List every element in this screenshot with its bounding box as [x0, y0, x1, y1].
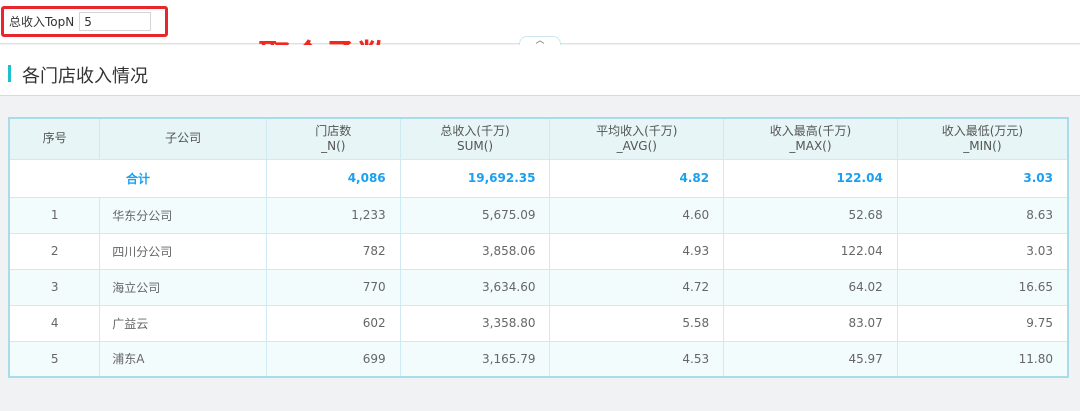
table-row: 3 海立公司 770 3,634.60 4.72 64.02 16.65 [8, 268, 1069, 306]
topn-filter: 总收入TopN [1, 6, 168, 37]
table-cell: 1,233 [265, 196, 401, 234]
column-header: 门店数 _N() [265, 117, 401, 160]
column-header: 平均收入(千万) _AVG() [549, 117, 725, 160]
table-row: 2 四川分公司 782 3,858.06 4.93 122.04 3.03 [8, 232, 1069, 270]
header-line: 收入最低(万元) [941, 123, 1024, 138]
section-accent-bar [8, 65, 11, 82]
table-cell: 3 [8, 268, 101, 306]
table-cell: 64.02 [723, 268, 898, 306]
header-line: _MIN() [963, 138, 1002, 153]
column-header: 总收入(千万) SUM() [399, 117, 551, 160]
table-cell: 602 [265, 304, 401, 342]
table-cell: 2 [8, 232, 101, 270]
table-cell: 83.07 [723, 304, 898, 342]
table-cell: 8.63 [896, 196, 1069, 234]
table-cell: 122.04 [723, 232, 898, 270]
table-cell: 1 [8, 196, 101, 234]
header-line: _N() [321, 138, 346, 153]
table-cell: 3,165.79 [399, 340, 551, 378]
table-cell: 782 [265, 232, 401, 270]
header-line: 收入最高(千万) [769, 123, 852, 138]
table-cell: 华东分公司 [99, 196, 267, 234]
topn-input[interactable] [79, 12, 152, 31]
table-cell: 四川分公司 [99, 232, 267, 270]
table-cell: 16.65 [896, 268, 1069, 306]
table-cell: 4.93 [549, 232, 725, 270]
column-header: 序号 [8, 117, 101, 160]
total-cell: 4.82 [549, 158, 725, 198]
total-cell: 3.03 [896, 158, 1069, 198]
topn-label: 总收入TopN [9, 15, 75, 29]
table-cell: 3,634.60 [399, 268, 551, 306]
table-cell: 海立公司 [99, 268, 267, 306]
table-cell: 4 [8, 304, 101, 342]
table-cell: 3.03 [896, 232, 1069, 270]
table-cell: 3,858.06 [399, 232, 551, 270]
table-cell: 5 [8, 340, 101, 378]
total-cell: 4,086 [265, 158, 401, 198]
section-header: 各门店收入情况 [0, 45, 1080, 96]
column-header: 收入最低(万元) _MIN() [896, 117, 1069, 160]
header-line: 子公司 [165, 131, 202, 146]
header-line: 平均收入(千万) [596, 123, 678, 138]
table-cell: 9.75 [896, 304, 1069, 342]
header-line: SUM() [457, 138, 494, 153]
section-title: 各门店收入情况 [22, 66, 148, 87]
header-line: 序号 [42, 131, 67, 146]
column-header: 收入最高(千万) _MAX() [723, 117, 898, 160]
collapse-toggle-chevron-up-icon[interactable]: ︿ [519, 36, 561, 46]
table-row: 5 浦东A 699 3,165.79 4.53 45.97 11.80 [8, 340, 1069, 378]
table-cell: 4.60 [549, 196, 725, 234]
table-cell: 45.97 [723, 340, 898, 378]
total-label: 合计 [8, 158, 267, 198]
table-cell: 5.58 [549, 304, 725, 342]
table-cell: 699 [265, 340, 401, 378]
total-row: 合计 4,086 19,692.35 4.82 122.04 3.03 [8, 158, 1069, 198]
table-row: 1 华东分公司 1,233 5,675.09 4.60 52.68 8.63 [8, 196, 1069, 234]
table-cell: 52.68 [723, 196, 898, 234]
table-row: 4 广益云 602 3,358.80 5.58 83.07 9.75 [8, 304, 1069, 342]
header-line: 总收入(千万) [440, 123, 510, 138]
table-cell: 5,675.09 [399, 196, 551, 234]
table-cell: 3,358.80 [399, 304, 551, 342]
revenue-table: 序号 子公司 门店数 _N() 总收入(千万) SUM() 平均收入(千万) _AVG() 收入… [8, 117, 1069, 378]
table-cell: 4.72 [549, 268, 725, 306]
total-cell: 122.04 [723, 158, 898, 198]
table-cell: 11.80 [896, 340, 1069, 378]
column-header: 子公司 [99, 117, 267, 160]
table-cell: 4.53 [549, 340, 725, 378]
table-cell: 770 [265, 268, 401, 306]
table-cell: 广益云 [99, 304, 267, 342]
table-cell: 浦东A [99, 340, 267, 378]
header-line: _MAX() [789, 138, 832, 153]
top-bar: 总收入TopN 聚合函数 ︿ [0, 0, 1080, 76]
total-cell: 19,692.35 [399, 158, 551, 198]
header-line: _AVG() [616, 138, 657, 153]
header-line: 门店数 [315, 123, 352, 138]
